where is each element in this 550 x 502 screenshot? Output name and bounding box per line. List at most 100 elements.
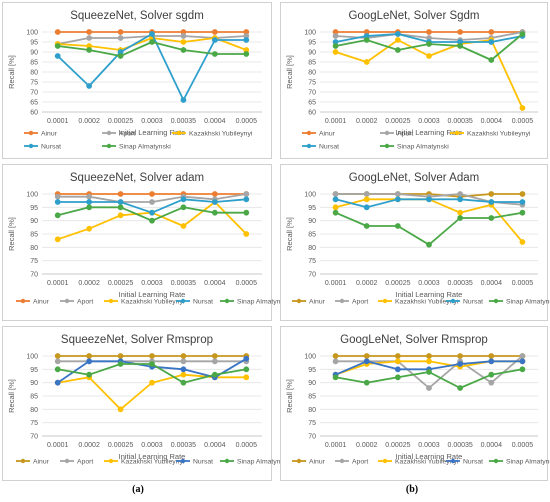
data-point bbox=[86, 371, 93, 378]
x-axis-label: Initial Learning Rate bbox=[119, 452, 186, 461]
data-point bbox=[149, 379, 155, 386]
x-tick-label: 0.0001 bbox=[47, 442, 69, 449]
x-axis-label: Initial Learning Rate bbox=[396, 290, 463, 299]
y-tick-label: 90 bbox=[308, 50, 316, 57]
data-point bbox=[519, 358, 526, 365]
data-point bbox=[332, 196, 339, 203]
data-point bbox=[86, 83, 93, 89]
caption-a: (a) bbox=[132, 484, 144, 495]
legend-marker bbox=[180, 298, 186, 304]
legend-label: Ainur bbox=[33, 459, 50, 466]
data-point bbox=[488, 358, 495, 365]
data-point bbox=[332, 374, 339, 381]
data-point bbox=[457, 215, 464, 221]
data-point bbox=[519, 31, 526, 37]
y-axis-label: Recall [%] bbox=[285, 217, 294, 251]
data-point bbox=[426, 358, 432, 365]
data-point bbox=[394, 353, 401, 359]
y-tick-label: 95 bbox=[30, 367, 38, 374]
data-point bbox=[211, 191, 218, 197]
y-tick-label: 70 bbox=[30, 434, 38, 441]
y-tick-label: 75 bbox=[30, 80, 38, 87]
data-point bbox=[54, 379, 61, 386]
chart-title: GoogLeNet, Solver Sgdm bbox=[348, 10, 479, 22]
legend-marker bbox=[384, 130, 390, 136]
legend-marker bbox=[180, 458, 186, 464]
chart-title: GoogLeNet, Solver Adam bbox=[349, 172, 479, 184]
legend-marker bbox=[176, 130, 182, 136]
data-point bbox=[117, 35, 124, 41]
data-point bbox=[117, 204, 124, 211]
y-tick-label: 90 bbox=[308, 218, 316, 225]
y-tick-label: 70 bbox=[308, 434, 316, 441]
x-tick-label: 0.0002 bbox=[78, 442, 100, 449]
legend-label: Sinap Almatynski bbox=[506, 299, 550, 306]
data-point bbox=[54, 236, 61, 243]
data-point bbox=[394, 47, 401, 53]
data-point bbox=[243, 51, 250, 57]
data-point bbox=[54, 358, 61, 365]
x-tick-label: 0.0002 bbox=[356, 118, 378, 125]
data-point bbox=[149, 361, 155, 367]
data-point bbox=[243, 196, 250, 203]
data-point bbox=[211, 353, 218, 359]
data-point bbox=[54, 53, 61, 59]
legend-marker bbox=[20, 458, 26, 464]
data-point bbox=[394, 223, 401, 229]
chart-panel-3: SqueezeNet, Solver adam 70 75 80 85 90 95 100 0.… bbox=[2, 164, 289, 321]
x-tick-label: 0.00035 bbox=[447, 118, 472, 125]
data-point bbox=[394, 358, 401, 365]
panel-border bbox=[280, 164, 548, 321]
y-tick-label: 60 bbox=[308, 110, 316, 117]
x-tick-label: 0.00025 bbox=[108, 118, 133, 125]
data-point bbox=[180, 47, 187, 53]
legend-marker bbox=[296, 458, 302, 464]
legend-label: Ainur bbox=[33, 299, 50, 306]
data-point bbox=[488, 57, 495, 63]
y-tick-label: 60 bbox=[30, 110, 38, 117]
chart-panel-5: SqueezeNet, Solver Rmsprop 70 75 80 85 90 95 10… bbox=[2, 326, 289, 481]
x-tick-label: 0.0001 bbox=[47, 118, 69, 125]
panel-border bbox=[2, 164, 272, 321]
chart-title: GoogLeNet, Solver Rmsprop bbox=[340, 334, 488, 346]
data-point bbox=[211, 209, 218, 216]
y-tick-label: 90 bbox=[30, 380, 38, 387]
data-point bbox=[149, 199, 155, 205]
x-tick-label: 0.0003 bbox=[141, 118, 163, 125]
x-tick-label: 0.0001 bbox=[47, 280, 69, 287]
x-tick-label: 0.0005 bbox=[236, 280, 258, 287]
y-tick-label: 95 bbox=[308, 40, 316, 47]
y-tick-label: 100 bbox=[26, 192, 38, 199]
data-point bbox=[86, 29, 93, 35]
data-point bbox=[54, 193, 61, 200]
y-tick-label: 85 bbox=[308, 60, 316, 67]
data-point bbox=[211, 358, 218, 365]
y-tick-label: 85 bbox=[30, 60, 38, 67]
legend-marker bbox=[493, 458, 499, 464]
data-point bbox=[180, 204, 187, 211]
data-point bbox=[332, 33, 339, 39]
data-point bbox=[363, 191, 370, 197]
y-tick-label: 80 bbox=[308, 407, 316, 414]
legend-label: Aport bbox=[77, 459, 93, 466]
legend-marker bbox=[339, 298, 345, 304]
panel-border bbox=[2, 326, 272, 481]
data-point bbox=[86, 204, 93, 211]
data-point bbox=[86, 353, 93, 359]
y-tick-label: 95 bbox=[308, 205, 316, 212]
data-point bbox=[180, 371, 187, 378]
chart-panel-2: GoogLeNet, Solver Sgdm 60 65 70 75 80 85 90 95 10… bbox=[280, 2, 548, 159]
legend-marker bbox=[306, 143, 312, 149]
y-tick-label: 85 bbox=[30, 232, 38, 239]
data-point bbox=[426, 369, 432, 375]
y-tick-label: 80 bbox=[308, 245, 316, 252]
data-point bbox=[363, 223, 370, 229]
data-point bbox=[519, 105, 526, 111]
chart-panel-1: SqueezeNet, Solver sgdm 60 65 70 75 80 85 90 95 1… bbox=[2, 2, 272, 159]
data-point bbox=[54, 353, 61, 359]
x-tick-label: 0.0004 bbox=[204, 118, 226, 125]
data-point bbox=[54, 212, 61, 219]
data-point bbox=[426, 53, 432, 59]
data-point bbox=[86, 35, 93, 41]
